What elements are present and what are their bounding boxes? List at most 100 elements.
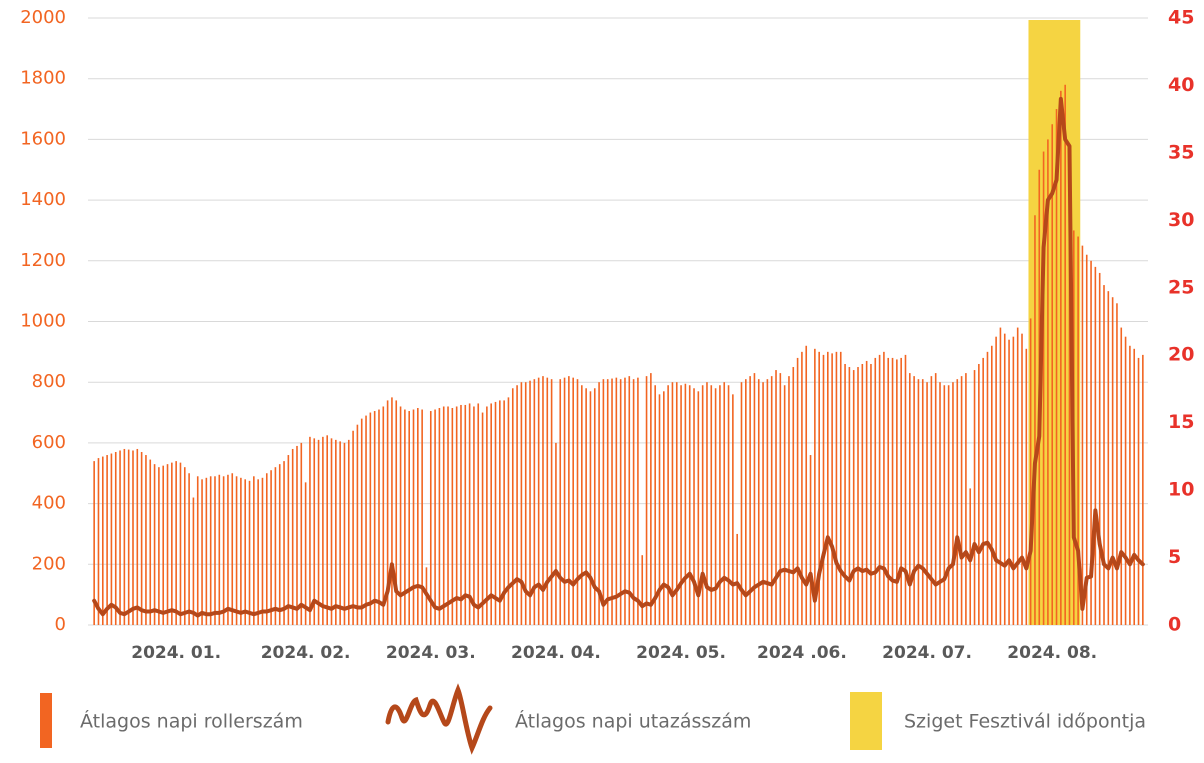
x-tick-label: 2024. 01. [131,643,221,663]
bar [296,445,298,625]
bar [900,357,902,625]
bar [468,403,471,625]
bar [171,462,173,625]
bar [1129,345,1131,625]
bar [486,406,488,625]
y2-tick-label: 15 [1168,411,1194,433]
bar [688,385,691,625]
bar [619,379,622,625]
bar [611,378,613,625]
bar [326,435,328,625]
bar [706,382,708,625]
bar [675,382,678,625]
x-tick-label: 2024. 05. [636,643,726,663]
bar [477,403,480,625]
bar [762,382,764,625]
bar [904,354,907,625]
bar [1047,139,1049,625]
bar [253,476,255,625]
bar [537,377,540,625]
y-tick-label: 2000 [20,7,66,28]
bar [421,409,423,625]
bar [356,424,359,625]
bar [1021,333,1023,625]
bar [831,353,833,625]
bar [1133,348,1136,625]
bar [218,474,221,625]
bar [671,382,674,625]
bar [222,476,225,625]
bar [861,363,864,625]
y2-tick-label: 20 [1168,344,1194,366]
bar [244,479,247,625]
x-tick-label: 2024 .06. [757,643,847,663]
bar [883,351,885,625]
bar [1111,297,1114,625]
bar [667,385,669,625]
bar [317,439,320,625]
bar [270,470,272,625]
bar [1012,336,1015,625]
bar [499,400,501,625]
bar [568,376,570,625]
y2-tick-label: 40 [1168,74,1194,96]
legend-swatch-bar [40,693,52,748]
y-tick-label: 1800 [20,68,66,89]
bar [179,462,182,625]
bar [162,465,165,625]
bar [235,476,238,625]
bar [261,477,264,625]
bar [770,376,773,625]
bar [1055,109,1058,626]
bar [740,382,743,625]
bar [896,359,898,625]
bar [939,382,941,625]
bar [796,357,799,625]
bar [585,388,587,625]
y2-tick-label: 25 [1168,276,1194,298]
bar [494,401,497,625]
bar [779,373,782,625]
bar [701,385,704,625]
bar [852,370,855,625]
y-tick-label: 1400 [20,189,66,210]
bar [563,377,566,625]
y2-tick-label: 5 [1168,546,1181,568]
bar [227,474,229,625]
bar [429,411,432,625]
bar [209,476,212,625]
bar [809,455,812,625]
bar [287,455,290,625]
bar [827,351,829,625]
bar [542,376,544,625]
bar [382,406,385,625]
bar [978,363,980,625]
bar [805,345,808,625]
bar [1051,124,1054,625]
y-tick-label: 200 [32,553,66,574]
bar [114,452,117,625]
bar [952,382,954,625]
bar [455,406,458,625]
bar [386,400,389,625]
bar [360,418,363,625]
bar [641,555,644,625]
y2-tick-label: 0 [1168,614,1181,636]
bar [745,379,747,625]
bar [921,379,924,625]
bar [339,441,341,625]
bar [1098,272,1101,625]
bar [1060,90,1062,626]
bar [175,461,177,625]
bar [188,473,190,625]
bar [801,351,803,625]
bar [127,449,130,625]
bar [1107,291,1110,625]
bar [727,385,730,625]
bar [166,464,169,625]
bar [140,452,143,625]
bar [947,385,950,625]
y2-tick-label: 45 [1168,7,1194,29]
bar [507,397,510,625]
